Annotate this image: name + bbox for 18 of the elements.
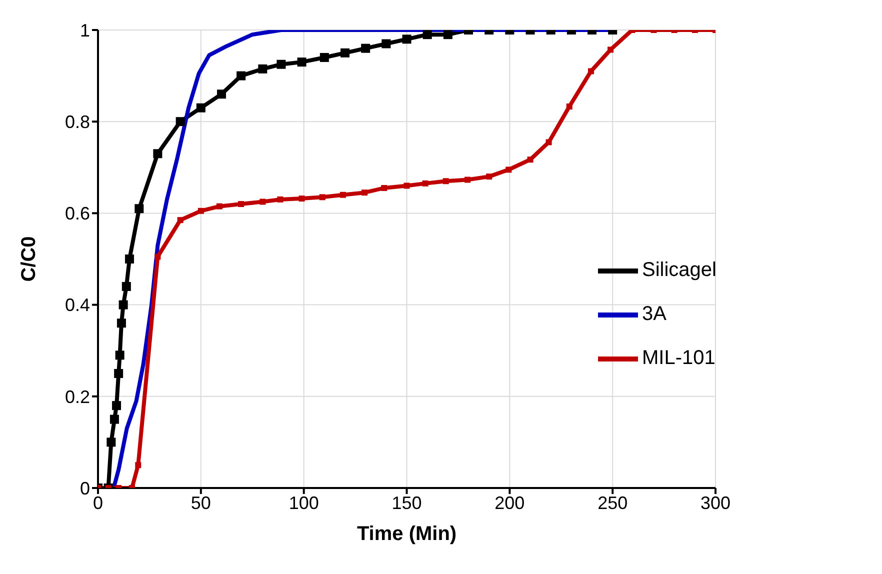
- x-tick-label: 50: [190, 492, 211, 513]
- x-tick-label: 250: [598, 492, 628, 513]
- legend-label: MIL-101: [642, 347, 716, 369]
- y-tick-label: 0.8: [64, 112, 90, 132]
- x-axis-title: Time (Min): [356, 523, 457, 545]
- y-tick-label: 0.2: [64, 386, 90, 407]
- x-tick-label: 100: [288, 492, 319, 513]
- y-tick-label: 1: [80, 20, 90, 40]
- legend-label: 3A: [642, 303, 666, 325]
- y-axis-title: C/C0: [18, 236, 40, 282]
- x-tick-label: 200: [494, 492, 525, 513]
- legend-label: Silicagel: [642, 259, 716, 281]
- x-tick-label: 300: [700, 492, 731, 513]
- y-tick-label: 0.6: [64, 204, 90, 224]
- y-tick-label: 0: [80, 478, 90, 498]
- x-tick-label: 150: [392, 492, 422, 513]
- x-tick-label: 0: [92, 492, 104, 513]
- y-tick-label: 0.4: [64, 295, 90, 316]
